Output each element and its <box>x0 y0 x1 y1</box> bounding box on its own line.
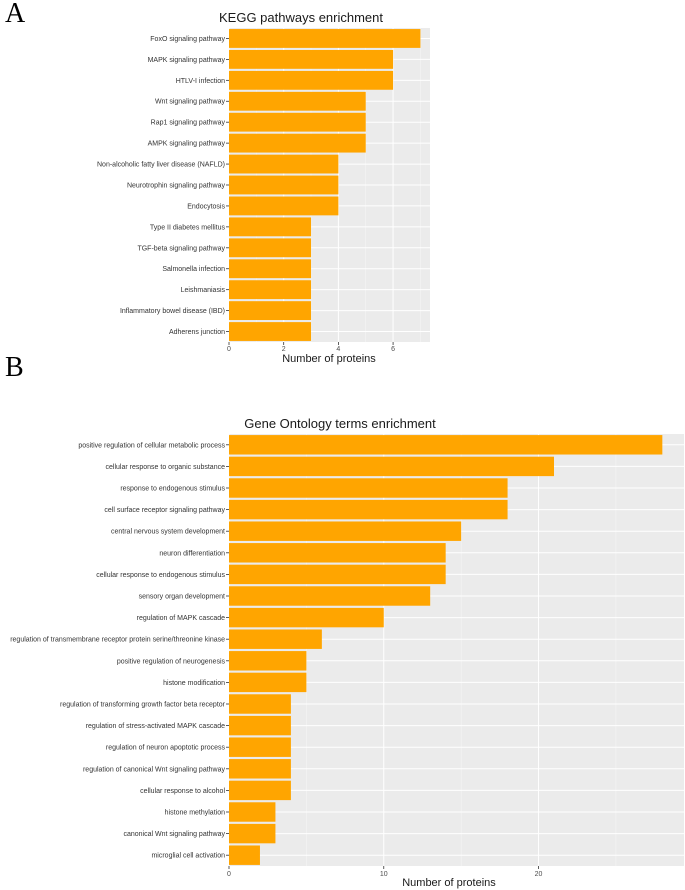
bar-b-11 <box>229 651 307 671</box>
bar-a-11 <box>229 238 312 258</box>
bar-a-9 <box>229 196 339 216</box>
bar-b-9 <box>229 607 384 628</box>
category-label-b-16: regulation of canonical Wnt signaling pa… <box>83 766 226 773</box>
category-label-b-7: cellular response to endogenous stimulus <box>96 572 225 579</box>
category-label-b-20: microglial cell activation <box>151 853 225 860</box>
category-label-b-5: central nervous system development <box>111 529 225 536</box>
category-label-a-3: HTLV-I infection <box>176 78 225 85</box>
category-label-a-12: Salmonella infection <box>162 266 225 273</box>
bar-a-8 <box>229 175 339 195</box>
bar-b-7 <box>229 564 446 585</box>
bar-a-1 <box>229 29 421 48</box>
bar-b-4 <box>229 499 508 520</box>
panel-a-label: A <box>5 0 26 29</box>
chart-title-a: KEGG pathways enrichment <box>219 10 383 25</box>
x-tick-label-b-0: 0 <box>227 871 231 878</box>
category-label-a-1: FoxO signaling pathway <box>150 36 225 43</box>
bar-b-16 <box>229 759 291 779</box>
category-label-a-8: Neurotrophin signaling pathway <box>127 182 226 189</box>
bar-a-6 <box>229 133 366 153</box>
chart-panel-b: positive regulation of cellular metaboli… <box>10 416 684 889</box>
category-label-a-7: Non-alcoholic fatty liver disease (NAFLD… <box>97 162 225 169</box>
category-label-b-6: neuron differentiation <box>159 550 225 557</box>
x-tick-label-a-0: 0 <box>227 346 231 353</box>
bar-b-10 <box>229 629 322 649</box>
bar-b-1 <box>229 435 663 455</box>
category-label-b-18: histone methylation <box>165 809 225 816</box>
category-label-b-9: regulation of MAPK cascade <box>137 615 225 622</box>
chart-panel-a: FoxO signaling pathway MAPK signaling pat… <box>97 10 430 365</box>
bar-a-10 <box>229 217 312 237</box>
category-label-b-19: canonical Wnt signaling pathway <box>123 831 225 838</box>
bar-b-3 <box>229 478 508 498</box>
bar-a-5 <box>229 112 366 132</box>
x-axis-title-b: Number of proteins <box>402 877 496 889</box>
x-tick-label-a-4: 4 <box>336 346 340 353</box>
bar-b-18 <box>229 802 276 822</box>
category-label-b-14: regulation of stress-activated MAPK casc… <box>86 723 225 730</box>
bar-b-12 <box>229 672 307 693</box>
category-label-a-4: Wnt signaling pathway <box>155 99 226 106</box>
bar-b-5 <box>229 521 462 541</box>
bar-a-12 <box>229 259 312 279</box>
x-tick-label-a-2: 2 <box>282 346 286 353</box>
bar-b-6 <box>229 543 446 563</box>
bar-b-19 <box>229 823 276 844</box>
bar-a-14 <box>229 301 312 321</box>
x-axis-title-a: Number of proteins <box>282 353 376 365</box>
bar-a-7 <box>229 154 339 174</box>
bar-b-13 <box>229 694 291 714</box>
bar-a-4 <box>229 91 366 111</box>
bar-b-20 <box>229 845 260 865</box>
category-label-b-4: cell surface receptor signaling pathway <box>104 507 225 514</box>
category-label-a-11: TGF-beta signaling pathway <box>137 245 225 252</box>
category-label-b-1: positive regulation of cellular metaboli… <box>78 442 225 449</box>
bar-b-17 <box>229 780 291 801</box>
bar-a-2 <box>229 49 394 69</box>
category-label-b-3: response to endogenous stimulus <box>120 485 225 492</box>
x-tick-label-a-6: 6 <box>391 346 395 353</box>
x-tick-label-b-10: 10 <box>380 871 388 878</box>
x-tick-label-b-20: 20 <box>535 871 543 878</box>
chart-title-b: Gene Ontology terms enrichment <box>244 416 436 431</box>
category-label-b-8: sensory organ development <box>139 593 225 600</box>
category-label-b-15: regulation of neuron apoptotic process <box>106 745 226 752</box>
category-label-a-2: MAPK signaling pathway <box>148 57 226 64</box>
category-label-b-11: positive regulation of neurogenesis <box>117 658 226 665</box>
category-label-a-13: Leishmaniasis <box>181 287 226 294</box>
category-label-b-10: regulation of transmembrane receptor pro… <box>10 637 225 644</box>
bar-b-14 <box>229 715 291 736</box>
category-label-a-14: Inflammatory bowel disease (IBD) <box>120 308 225 315</box>
category-label-b-17: cellular response to alcohol <box>140 788 225 795</box>
bar-b-8 <box>229 586 431 606</box>
bar-b-15 <box>229 737 291 757</box>
category-label-b-2: cellular response to organic substance <box>106 464 226 471</box>
bar-a-3 <box>229 70 394 90</box>
category-label-b-13: regulation of transforming growth factor… <box>60 701 226 708</box>
bar-b-2 <box>229 456 554 477</box>
category-label-a-15: Adherens junction <box>169 329 225 336</box>
category-label-a-9: Endocytosis <box>187 203 225 210</box>
bar-a-15 <box>229 322 312 341</box>
panel-b-label: B <box>5 352 24 383</box>
category-label-b-12: histone modification <box>163 680 225 687</box>
category-label-a-5: Rap1 signaling pathway <box>151 120 226 127</box>
category-label-a-6: AMPK signaling pathway <box>148 141 226 148</box>
bar-a-13 <box>229 280 312 300</box>
category-label-a-10: Type II diabetes mellitus <box>150 224 226 231</box>
